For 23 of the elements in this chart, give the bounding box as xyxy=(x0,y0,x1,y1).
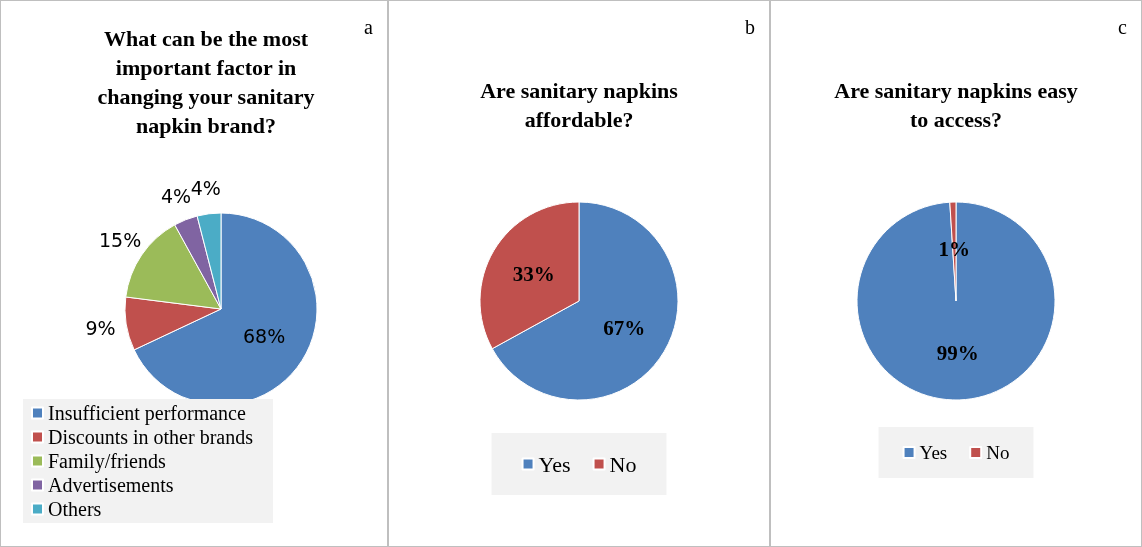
legend-label: Yes xyxy=(538,451,571,477)
text: a xyxy=(364,16,374,38)
chart-title: What can be the most important factor in changing your sanitary napkin brand? xyxy=(97,26,315,138)
chart-title: Are sanitary napkins affordable? xyxy=(480,78,679,132)
text: c xyxy=(1118,16,1128,38)
legend-label: No xyxy=(986,442,1010,463)
legend-label: Family/friends xyxy=(48,450,166,473)
data-label: 4% xyxy=(161,184,192,207)
text: b xyxy=(745,16,755,38)
legend-label: Discounts in other brands xyxy=(48,426,254,448)
data-label: 15% xyxy=(98,229,142,252)
legend-label: Others xyxy=(48,498,102,520)
data-label: 68% xyxy=(242,325,286,348)
legend-label: Yes xyxy=(919,442,948,463)
data-label: 33% xyxy=(512,262,555,287)
legend-label: No xyxy=(609,451,637,477)
data-label: 4% xyxy=(190,176,221,199)
data-label: 9% xyxy=(85,317,116,340)
data-label: 67% xyxy=(603,315,646,340)
chart-title: Are sanitary napkins easy to access? xyxy=(834,78,1078,132)
legend-label: Advertisements xyxy=(48,474,174,496)
legend-label: Insufficient performance xyxy=(48,402,246,425)
data-label: 99% xyxy=(936,341,979,366)
